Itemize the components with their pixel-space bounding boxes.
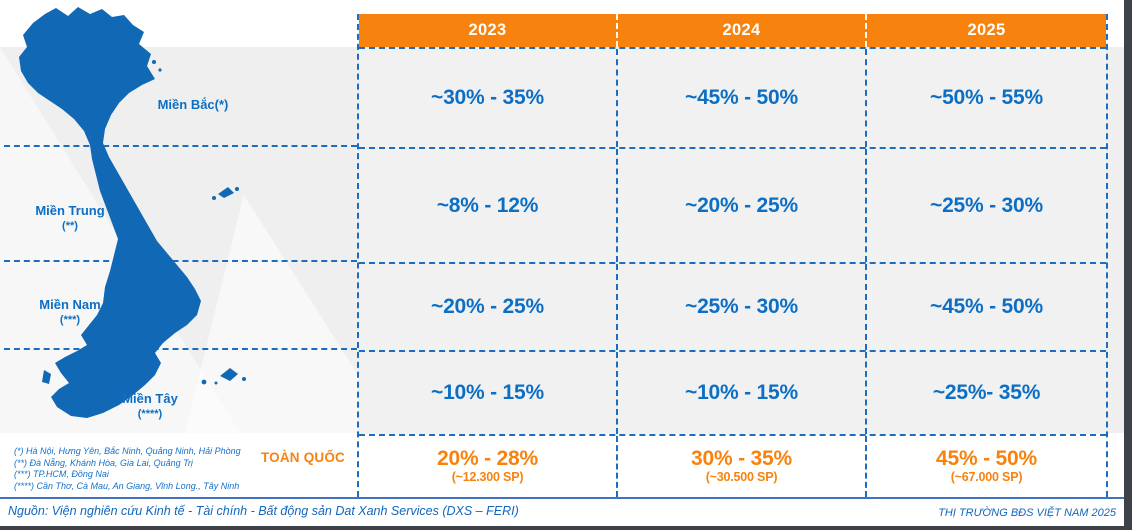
table-cell: ~10% - 15% (616, 352, 865, 434)
region-label-mien-nam: Miền Nam (***) (28, 297, 112, 326)
table-cell: ~30% - 35% (359, 49, 616, 147)
footnote-line: (***) TP.HCM, Đồng Nai (14, 469, 109, 479)
region-name: Miền Tây (122, 391, 178, 406)
total-units: (~12.300 SP) (451, 470, 524, 484)
region-note: (***) (59, 314, 81, 326)
island-group-east (218, 187, 234, 198)
table-header-2025: 2025 (865, 14, 1106, 47)
table-cell: ~45% - 50% (616, 49, 865, 147)
table-row-mien-trung: ~8% - 12% ~20% - 25% ~25% - 30% (359, 147, 1106, 262)
row-divider-dashed (4, 348, 357, 350)
region-name: Miền Bắc(*) (157, 97, 229, 112)
table-cell: ~25%- 35% (865, 352, 1106, 434)
row-divider-dashed (4, 145, 357, 147)
table-header-2023: 2023 (468, 21, 507, 39)
table-cell-total: 20% - 28% (~12.300 SP) (359, 436, 616, 497)
total-percent: 20% - 28% (437, 447, 538, 470)
toan-quoc-label: TOÀN QUỐC (260, 450, 345, 465)
footer-divider (0, 497, 1124, 499)
screen-edge-right (1124, 0, 1132, 530)
table-cell: ~10% - 15% (359, 352, 616, 434)
total-units: (~30.500 SP) (705, 470, 778, 484)
total-percent: 45% - 50% (936, 447, 1037, 470)
footnote-line: (**) Đà Nẵng, Khánh Hòa, Gia Lai, Quảng … (14, 457, 193, 468)
table-cell: ~50% - 55% (865, 49, 1106, 147)
table-row-mien-bac: ~30% - 35% ~45% - 50% ~50% - 55% (359, 47, 1106, 147)
island-group-southeast (220, 368, 238, 381)
footnote-line: (****) Cần Thơ, Cà Mau, An Giang, Vĩnh L… (14, 480, 240, 491)
table-cell: ~45% - 50% (865, 264, 1106, 350)
region-note: (****) (137, 408, 163, 420)
row-divider-dashed (4, 260, 357, 262)
total-percent: 30% - 35% (691, 447, 792, 470)
footnotes-block: (*) Hà Nội, Hưng Yên, Bắc Ninh, Quảng Ni… (14, 446, 241, 492)
table-cell: ~25% - 30% (616, 264, 865, 350)
report-title-text: THỊ TRƯỜNG BĐS VIỆT NAM 2025 (938, 507, 1116, 519)
table-row-mien-nam: ~20% - 25% ~25% - 30% ~45% - 50% (359, 262, 1106, 350)
island-phu-quoc (42, 370, 51, 384)
total-units: (~67.000 SP) (950, 470, 1023, 484)
table-cell-total: 45% - 50% (~67.000 SP) (865, 436, 1106, 497)
table-cell: ~25% - 30% (865, 149, 1106, 262)
absorption-rate-table: 2023 2024 2025 ~30% - 35% ~45% - 50% ~50… (357, 14, 1108, 497)
region-label-mien-trung: Miền Trung (**) (28, 203, 112, 232)
table-row-toan-quoc: 20% - 28% (~12.300 SP) 30% - 35% (~30.50… (359, 434, 1106, 497)
region-label-mien-tay: Miền Tây (****) (108, 391, 192, 420)
screen-edge-bottom (0, 526, 1132, 530)
table-cell: ~8% - 12% (359, 149, 616, 262)
table-cell: ~20% - 25% (359, 264, 616, 350)
table-cell: ~20% - 25% (616, 149, 865, 262)
region-name: Miền Nam (39, 297, 101, 312)
vietnam-mainland-shape (19, 7, 201, 418)
table-cell-total: 30% - 35% (~30.500 SP) (616, 436, 865, 497)
region-note: (**) (62, 220, 78, 232)
vietnam-map-icon (19, 7, 246, 418)
region-name: Miền Trung (35, 203, 105, 218)
source-text: Nguồn: Viện nghiên cứu Kinh tế - Tài chí… (8, 504, 519, 518)
footnote-line: (*) Hà Nội, Hưng Yên, Bắc Ninh, Quảng Ni… (14, 446, 241, 456)
table-row-mien-tay: ~10% - 15% ~10% - 15% ~25%- 35% (359, 350, 1106, 434)
table-header-row: 2023 2024 2025 (359, 14, 1106, 47)
region-label-mien-bac: Miền Bắc(*) (148, 97, 238, 114)
table-header-2024: 2024 (616, 14, 865, 47)
